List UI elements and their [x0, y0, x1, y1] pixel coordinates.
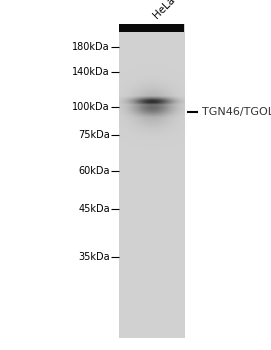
- Bar: [119, 24, 184, 32]
- Text: 35kDa: 35kDa: [78, 252, 110, 262]
- Text: HeLa: HeLa: [152, 0, 178, 20]
- Text: 140kDa: 140kDa: [72, 67, 110, 77]
- Text: 60kDa: 60kDa: [78, 166, 110, 176]
- Text: TGN46/TGOLN2: TGN46/TGOLN2: [202, 107, 271, 117]
- Text: 180kDa: 180kDa: [72, 42, 110, 52]
- Text: 100kDa: 100kDa: [72, 102, 110, 112]
- Text: 75kDa: 75kDa: [78, 130, 110, 140]
- Text: 45kDa: 45kDa: [78, 204, 110, 214]
